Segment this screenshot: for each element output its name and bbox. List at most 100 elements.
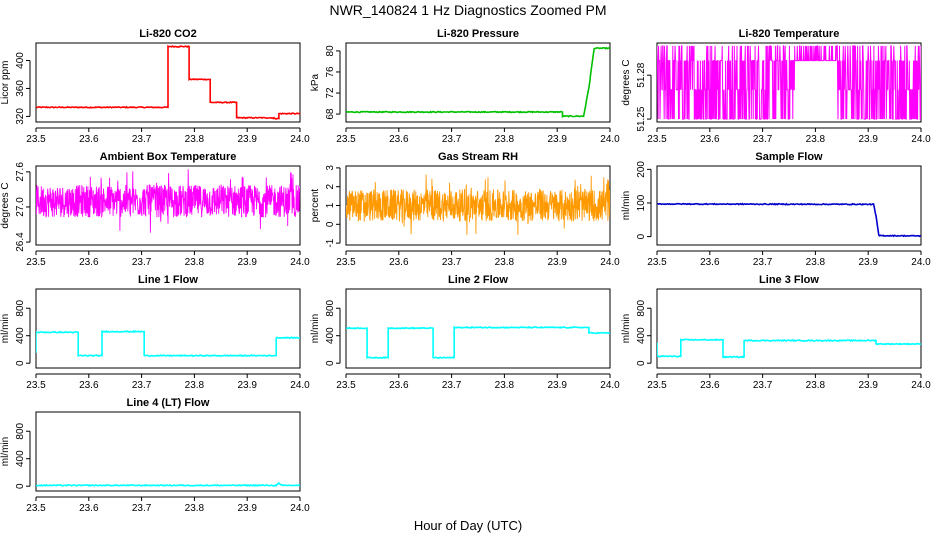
x-tick-label: 24.0: [911, 134, 931, 145]
x-tick-label: 23.9: [547, 380, 567, 391]
y-tick-label: 68: [325, 108, 336, 120]
x-tick-label: 23.5: [336, 257, 356, 268]
panel-8: Line 2 Flow 23.5 23.6 23.7 23.8 23.9 24.0 0 400 8…: [310, 274, 620, 391]
x-tick-label: 24.0: [600, 134, 620, 145]
y-axis-label: ml/min: [310, 314, 321, 343]
x-tick-label: 23.7: [132, 503, 152, 514]
x-tick-label: 23.9: [237, 134, 257, 145]
x-tick-label: 24.0: [290, 503, 310, 514]
y-axis-label: Licor ppm: [0, 61, 11, 105]
data-series-line: [36, 330, 300, 358]
plot-frame: [656, 288, 922, 369]
x-tick-label: 23.5: [647, 380, 667, 391]
panel-6: Sample Flow 23.5 23.6 23.7 23.8 23.9 24.0 0 100 2…: [621, 151, 931, 268]
data-series-line: [657, 45, 921, 120]
x-tick-label: 24.0: [600, 257, 620, 268]
x-tick-label: 23.7: [753, 134, 773, 145]
x-tick-label: 23.9: [547, 257, 567, 268]
x-tick-label: 23.5: [647, 257, 667, 268]
x-tick-label: 23.9: [858, 257, 878, 268]
x-tick-label: 23.8: [185, 257, 205, 268]
panel-2: Li-820 Pressure 23.5 23.6 23.7 23.8 23.9 24.0 6…: [310, 28, 620, 145]
y-tick-label: 800: [15, 299, 26, 316]
y-axis-label: degrees C: [0, 182, 11, 228]
x-tick-label: 23.8: [806, 134, 826, 145]
y-tick-label: 400: [636, 327, 647, 344]
y-tick-label: 400: [15, 327, 26, 344]
data-series-line: [657, 202, 921, 238]
x-tick-label: 23.7: [442, 380, 462, 391]
x-tick-label: 24.0: [290, 134, 310, 145]
x-tick-label: 23.8: [185, 134, 205, 145]
y-tick-label: 800: [636, 299, 647, 316]
y-tick-label: 1: [325, 202, 336, 208]
y-tick-label: 200: [636, 161, 647, 178]
x-tick-label: 23.5: [26, 257, 46, 268]
y-tick-label: 800: [15, 422, 26, 439]
plot-frame: [345, 288, 611, 369]
y-tick-label: 27.0: [15, 197, 26, 217]
x-tick-label: 23.8: [495, 380, 515, 391]
y-tick-label: 27.6: [15, 162, 26, 182]
x-tick-label: 23.6: [79, 380, 99, 391]
plot-frame: [35, 288, 301, 369]
plot-frame: [35, 42, 301, 123]
y-tick-label: 3: [325, 165, 336, 171]
x-tick-label: 23.5: [336, 134, 356, 145]
x-tick-label: 23.8: [806, 380, 826, 391]
panel-3: Li-820 Temperature 23.5 23.6 23.7 23.8 23.9 24…: [621, 28, 931, 145]
x-tick-label: 23.8: [495, 257, 515, 268]
panel-10: Line 4 (LT) Flow 23.5 23.6 23.7 23.8 23.9 24.0…: [0, 397, 310, 514]
x-tick-label: 23.7: [132, 134, 152, 145]
y-tick-label: 76: [325, 66, 336, 78]
figure-xlabel: Hour of Day (UTC): [413, 518, 523, 533]
x-tick-label: 24.0: [290, 380, 310, 391]
y-axis-label: ml/min: [0, 314, 11, 343]
x-tick-label: 23.6: [700, 380, 720, 391]
y-tick-label: 360: [15, 80, 26, 97]
x-tick-label: 23.7: [442, 257, 462, 268]
panel-title: Line 3 Flow: [759, 274, 819, 286]
plot-frame: [656, 165, 922, 246]
y-axis-label: kPa: [310, 73, 321, 91]
data-series-line: [346, 325, 610, 360]
data-series-line: [36, 44, 300, 120]
y-tick-label: 400: [15, 450, 26, 467]
panel-title: Line 4 (LT) Flow: [127, 397, 210, 409]
y-tick-label: 2: [325, 183, 336, 189]
x-tick-label: 23.6: [389, 134, 409, 145]
y-tick-label: 320: [15, 108, 26, 125]
x-tick-label: 23.5: [26, 134, 46, 145]
panel-4: Ambient Box Temperature 23.5 23.6 23.7 23.8 2…: [0, 151, 310, 268]
data-series-line: [346, 46, 610, 118]
x-tick-label: 23.9: [858, 134, 878, 145]
y-tick-label: 0: [15, 483, 26, 489]
x-tick-label: 23.9: [237, 503, 257, 514]
data-series-line: [36, 481, 300, 487]
x-tick-label: 23.5: [26, 380, 46, 391]
x-tick-label: 23.6: [700, 134, 720, 145]
x-tick-label: 23.6: [389, 257, 409, 268]
panel-title: Line 2 Flow: [448, 274, 508, 286]
x-tick-label: 23.6: [700, 257, 720, 268]
x-tick-label: 24.0: [911, 380, 931, 391]
data-series-line: [657, 338, 921, 359]
y-tick-label: 0: [636, 233, 647, 239]
x-tick-label: 23.5: [336, 380, 356, 391]
x-tick-label: 23.7: [132, 380, 152, 391]
x-tick-label: 23.7: [132, 257, 152, 268]
panel-title: Line 1 Flow: [138, 274, 198, 286]
x-tick-label: 23.8: [495, 134, 515, 145]
figure-title: NWR_140824 1 Hz Diagnostics Zoomed PM: [329, 2, 607, 18]
x-tick-label: 23.9: [237, 380, 257, 391]
y-axis-label: ml/min: [621, 314, 632, 343]
x-tick-label: 24.0: [290, 257, 310, 268]
y-tick-label: 26.4: [15, 232, 26, 252]
y-tick-label: 400: [325, 327, 336, 344]
panel-title: Ambient Box Temperature: [100, 151, 237, 163]
x-tick-label: 23.5: [26, 503, 46, 514]
x-tick-label: 23.8: [185, 380, 205, 391]
y-axis-label: degrees C: [621, 59, 632, 105]
x-tick-label: 23.8: [806, 257, 826, 268]
